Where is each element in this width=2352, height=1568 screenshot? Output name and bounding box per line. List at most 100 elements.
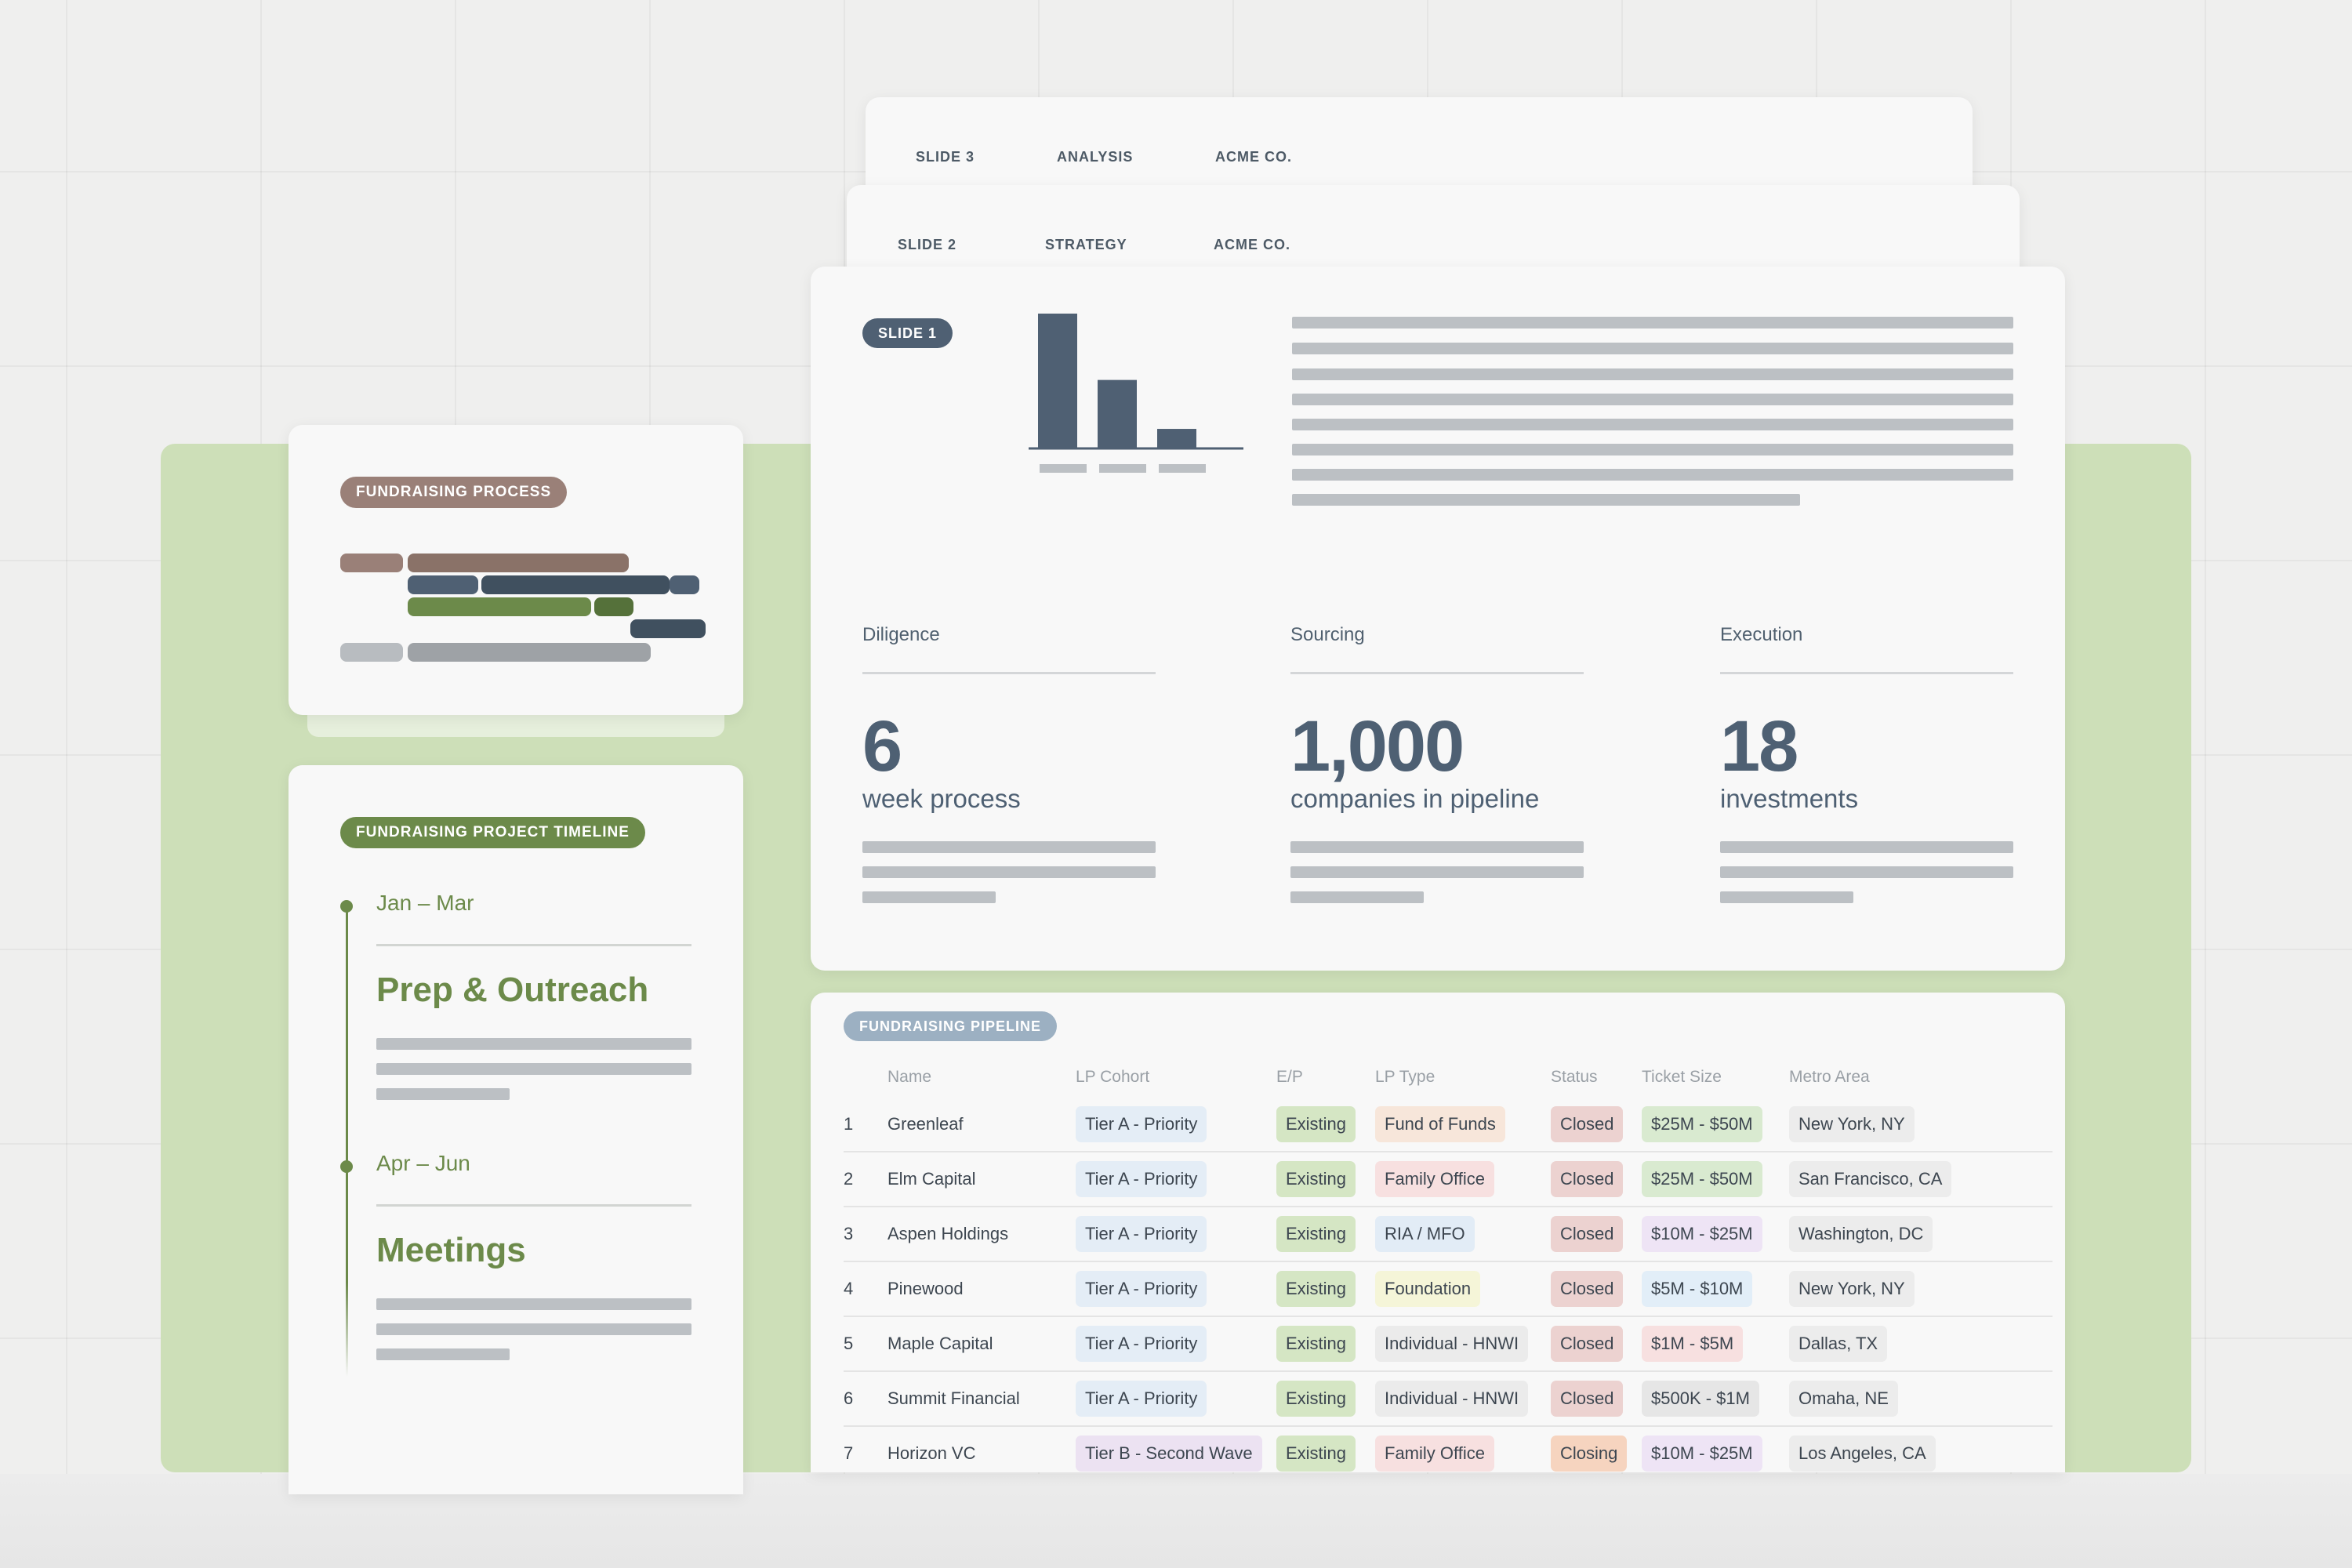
ep-chip[interactable]: Existing <box>1276 1326 1356 1362</box>
process-bar <box>408 597 591 616</box>
status-chip[interactable]: Closed <box>1551 1216 1624 1252</box>
pipeline-card[interactable]: FUNDRAISING PIPELINE Name LP Cohort E/P … <box>811 993 2065 1472</box>
table-row[interactable]: 1 Greenleaf Tier A - Priority Existing Fund … <box>844 1098 2053 1152</box>
lp-type-chip[interactable]: Family Office <box>1375 1436 1494 1472</box>
lp-cohort-chip[interactable]: Tier A - Priority <box>1076 1271 1207 1307</box>
metro-area-chip[interactable]: Los Angeles, CA <box>1789 1436 1936 1472</box>
timeline-line <box>346 906 348 1377</box>
slide-3-number: SLIDE 3 <box>916 149 975 165</box>
ticket-size-chip[interactable]: $500K - $1M <box>1642 1381 1759 1417</box>
table-cell: Foundation <box>1375 1261 1551 1317</box>
pipeline-body: 1 Greenleaf Tier A - Priority Existing Fund … <box>844 1098 2053 1472</box>
timeline-card[interactable]: FUNDRAISING PROJECT TIMELINE Jan – Mar P… <box>289 765 743 1494</box>
table-cell: Closed <box>1551 1371 1642 1427</box>
metro-area-chip[interactable]: Dallas, TX <box>1789 1326 1888 1362</box>
ticket-size-chip[interactable]: $10M - $25M <box>1642 1216 1762 1252</box>
status-chip[interactable]: Closing <box>1551 1436 1628 1472</box>
timeline-date: Apr – Jun <box>376 1151 470 1175</box>
stat-rule <box>1720 672 2013 674</box>
lp-type-chip[interactable]: Individual - HNWI <box>1375 1326 1529 1362</box>
metro-area-chip[interactable]: New York, NY <box>1789 1271 1915 1307</box>
lp-type-chip[interactable]: RIA / MFO <box>1375 1216 1475 1252</box>
table-cell: Existing <box>1276 1152 1375 1207</box>
table-row[interactable]: 2 Elm Capital Tier A - Priority Existing Fam… <box>844 1152 2053 1207</box>
row-number: 4 <box>844 1279 854 1298</box>
ticket-size-chip[interactable]: $1M - $5M <box>1642 1326 1744 1362</box>
table-cell: Individual - HNWI <box>1375 1371 1551 1427</box>
column-header-type[interactable]: LP Type <box>1375 1068 1436 1086</box>
table-row[interactable]: 3 Aspen Holdings Tier A - Priority Existing… <box>844 1207 2053 1262</box>
lp-cohort-chip[interactable]: Tier A - Priority <box>1076 1216 1207 1252</box>
table-cell: Maple Capital <box>887 1316 1076 1372</box>
text-line <box>1292 343 2013 354</box>
column-header-ticket[interactable]: Ticket Size <box>1642 1068 1722 1086</box>
lp-type-chip[interactable]: Fund of Funds <box>1375 1106 1505 1142</box>
timeline-card-title: FUNDRAISING PROJECT TIMELINE <box>340 817 645 848</box>
process-bar <box>408 554 629 572</box>
table-row[interactable]: 5 Maple Capital Tier A - Priority Existing I… <box>844 1316 2053 1372</box>
table-cell: Horizon VC <box>887 1426 1076 1472</box>
status-chip[interactable]: Closed <box>1551 1271 1624 1307</box>
table-cell: Tier B - Second Wave <box>1076 1426 1276 1472</box>
table-row[interactable]: 7 Horizon VC Tier B - Second Wave Existing F… <box>844 1426 2053 1472</box>
ep-chip[interactable]: Existing <box>1276 1106 1356 1142</box>
stat-number-execution: 18 <box>1720 706 1798 786</box>
lp-type-chip[interactable]: Foundation <box>1375 1271 1481 1307</box>
ticket-size-chip[interactable]: $25M - $50M <box>1642 1161 1762 1197</box>
metro-area-chip[interactable]: New York, NY <box>1789 1106 1915 1142</box>
timeline-title: Meetings <box>376 1231 526 1269</box>
ep-chip[interactable]: Existing <box>1276 1271 1356 1307</box>
lp-cohort-chip[interactable]: Tier A - Priority <box>1076 1326 1207 1362</box>
row-number: 3 <box>844 1224 854 1243</box>
status-chip[interactable]: Closed <box>1551 1381 1624 1417</box>
lp-cohort-chip[interactable]: Tier A - Priority <box>1076 1381 1207 1417</box>
ep-chip[interactable]: Existing <box>1276 1381 1356 1417</box>
stat-sub-sourcing: companies in pipeline <box>1290 784 1540 813</box>
table-row[interactable]: 6 Summit Financial Tier A - Priority Existi… <box>844 1371 2053 1427</box>
ticket-size-chip[interactable]: $5M - $10M <box>1642 1271 1753 1307</box>
ep-chip[interactable]: Existing <box>1276 1436 1356 1472</box>
lp-type-chip[interactable]: Family Office <box>1375 1161 1494 1197</box>
ep-chip[interactable]: Existing <box>1276 1161 1356 1197</box>
column-header-ep[interactable]: E/P <box>1276 1068 1303 1086</box>
table-cell: Family Office <box>1375 1152 1551 1207</box>
text-line <box>1292 394 2013 405</box>
process-bar <box>408 643 651 662</box>
row-number: 7 <box>844 1443 854 1463</box>
column-header-status[interactable]: Status <box>1551 1068 1598 1086</box>
lp-cohort-chip[interactable]: Tier B - Second Wave <box>1076 1436 1262 1472</box>
ticket-size-chip[interactable]: $25M - $50M <box>1642 1106 1762 1142</box>
text-line <box>1292 368 2013 380</box>
table-row[interactable]: 4 Pinewood Tier A - Priority Existing Founda… <box>844 1261 2053 1317</box>
fundraising-process-card[interactable]: FUNDRAISING PROCESS <box>289 425 743 715</box>
column-header-metro[interactable]: Metro Area <box>1789 1068 1870 1086</box>
ticket-size-chip[interactable]: $10M - $25M <box>1642 1436 1762 1472</box>
lp-name: Maple Capital <box>887 1334 993 1353</box>
metro-area-chip[interactable]: Washington, DC <box>1789 1216 1933 1252</box>
table-cell: Fund of Funds <box>1375 1098 1551 1152</box>
column-header-cohort[interactable]: LP Cohort <box>1076 1068 1150 1086</box>
process-bar <box>594 597 633 616</box>
table-cell: Family Office <box>1375 1426 1551 1472</box>
status-chip[interactable]: Closed <box>1551 1106 1624 1142</box>
stat-number-sourcing: 1,000 <box>1290 706 1465 786</box>
lp-name: Aspen Holdings <box>887 1224 1009 1243</box>
slide-2-company: ACME CO. <box>1214 237 1290 252</box>
slide-1-card[interactable]: SLIDE 1 Diligence 6 week process Sourcin… <box>811 267 2065 971</box>
table-cell: $500K - $1M <box>1642 1371 1789 1427</box>
table-cell: $25M - $50M <box>1642 1152 1789 1207</box>
status-chip[interactable]: Closed <box>1551 1161 1624 1197</box>
lp-cohort-chip[interactable]: Tier A - Priority <box>1076 1161 1207 1197</box>
lp-type-chip[interactable]: Individual - HNWI <box>1375 1381 1529 1417</box>
table-cell: Tier A - Priority <box>1076 1261 1276 1317</box>
text-line <box>376 1348 510 1360</box>
column-header-name[interactable]: Name <box>887 1068 932 1086</box>
text-line <box>1290 841 1584 853</box>
lp-cohort-chip[interactable]: Tier A - Priority <box>1076 1106 1207 1142</box>
metro-area-chip[interactable]: San Francisco, CA <box>1789 1161 1952 1197</box>
status-chip[interactable]: Closed <box>1551 1326 1624 1362</box>
table-cell: Omaha, NE <box>1789 1371 2053 1427</box>
table-cell: $25M - $50M <box>1642 1098 1789 1152</box>
ep-chip[interactable]: Existing <box>1276 1216 1356 1252</box>
metro-area-chip[interactable]: Omaha, NE <box>1789 1381 1898 1417</box>
